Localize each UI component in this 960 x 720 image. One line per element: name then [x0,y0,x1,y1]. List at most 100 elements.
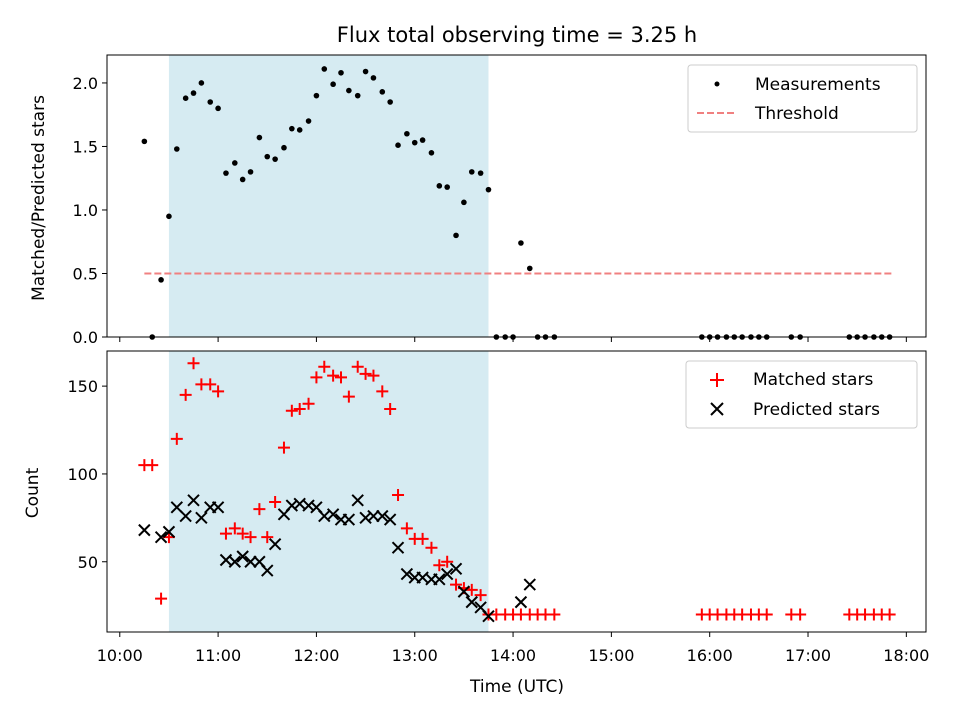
legend-matched-stars-label: Matched stars [753,370,873,390]
x-tick-label: 13:00 [392,646,438,665]
measurements-point [526,265,533,272]
matched-stars-point [293,402,306,415]
legend-measurements-label: Measurements [755,75,881,95]
measurements-point [166,213,172,220]
measurements-point [468,169,475,175]
matched-stars-point [170,432,183,445]
measurements-point [256,134,263,141]
measurements-point [453,232,459,239]
measurements-point [485,186,492,193]
bottom-panel-marks [138,357,896,623]
predicted-stars-point [440,567,454,581]
predicted-stars-point [351,494,364,507]
matched-stars-point [244,531,257,544]
predicted-stars-point [342,513,356,526]
measurements-point [379,89,386,95]
measurements-point [518,240,524,246]
measurements-point [428,150,435,156]
measurements-point [370,75,377,81]
matched-stars-point [269,496,282,509]
y-tick-label: 2.0 [73,74,98,93]
predicted-stars-point [367,509,380,523]
matched-stars-point [359,367,372,380]
measurements-point [411,139,418,146]
predicted-stars-point [187,494,200,507]
matched-stars-point [204,378,217,391]
matched-stars-point [384,402,397,415]
predicted-stars-point [244,555,257,568]
matched-stars-point [760,608,773,621]
matched-stars-point [187,357,200,370]
top-legend-box [687,64,918,133]
matched-stars-point [883,608,896,621]
y-tick-label: 1.5 [73,137,98,156]
matched-stars-point [450,578,463,591]
predicted-stars-point [400,567,414,581]
legend-threshold-label: Threshold [754,104,839,124]
x-tick-label: 10:00 [97,646,143,665]
measurements-point [272,156,278,162]
y-tick-label: 1.0 [73,201,98,220]
measurements-point [232,160,238,166]
measurements-point [215,105,221,112]
matched-stars-point [310,371,323,384]
predicted-stars-point [391,541,405,554]
y-tick-label: 0.5 [73,264,98,283]
matched-stars-point [179,388,192,401]
top-y-axis-label: Matched/Predicted stars [29,95,49,301]
matched-stars-point [425,541,438,554]
predicted-stars-point [326,508,340,521]
bottom-y-ticks: 50 100 150 [67,377,107,572]
measurements-point [419,137,426,143]
predicted-stars-point [376,509,389,523]
x-tick-label: 18:00 [883,646,929,665]
matched-stars-point [376,385,389,398]
measurements-point [404,130,410,137]
measurements-point [395,142,401,148]
matched-stars-point [465,583,478,596]
y-tick-label: 100 [67,465,98,484]
matched-stars-point [219,527,232,540]
predicted-stars-point [138,523,151,537]
legend-predicted-stars-label: Predicted stars [753,400,880,420]
shaded-region-bottom [168,351,489,632]
matched-stars-point [261,531,274,544]
measurements-point [387,99,393,105]
predicted-stars-point [449,562,463,575]
predicted-stars-point [179,509,192,523]
measurements-point [362,68,369,75]
x-tick-label: 16:00 [687,646,733,665]
measurements-point [330,81,336,88]
measurements-point [141,138,148,145]
measurements-point [444,184,450,190]
bottom-y-axis-label: Count [23,467,43,518]
measurements-point [436,183,443,189]
measurements-point [346,87,352,94]
measurements-point [305,118,312,124]
matched-stars-point [351,360,364,373]
matched-stars-point [433,559,446,572]
predicted-stars-point [228,555,242,568]
measurements-point [289,125,295,132]
matched-stars-point [794,608,807,621]
matched-stars-point [253,503,266,516]
top-panel-frame [106,54,927,338]
matched-stars-point [277,441,290,454]
matched-stars-point [302,397,315,410]
top-legend: Measurements Threshold [687,64,918,133]
predicted-stars-point [211,501,225,514]
predicted-stars-point [482,609,495,623]
predicted-stars-point [465,595,478,609]
matched-stars-point [416,532,429,545]
measurements-point [313,92,320,99]
chart-title: Flux total observing time = 3.25 h [337,23,697,47]
measurements-point [461,199,467,206]
top-panel: 0.00.51.01.52.0 Matched/Predicted stars … [29,54,927,347]
y-tick-label: 150 [67,377,98,396]
x-tick-label: 15:00 [588,646,634,665]
measurements-point [354,92,361,99]
top-y-ticks: 0.0 0.5 1.0 1.5 2.0 [73,74,107,347]
measurements-point [264,153,271,160]
measurements-point [190,90,197,96]
